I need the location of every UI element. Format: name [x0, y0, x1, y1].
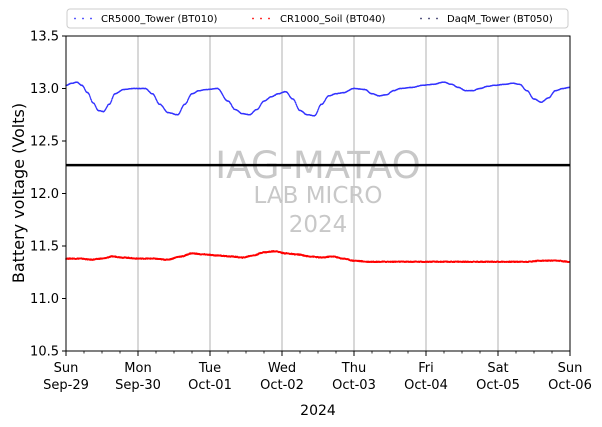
series-point	[112, 95, 114, 97]
x-tick-label-day: Sun	[54, 361, 79, 376]
y-tick-label: 13.0	[30, 82, 59, 97]
legend-entry-daqm: DaqM_Tower (BT050)	[420, 14, 553, 25]
legend-label-daqm: DaqM_Tower (BT050)	[447, 14, 553, 25]
y-tick-label: 12.0	[30, 187, 59, 202]
series-point	[294, 102, 297, 104]
y-tick-label: 12.5	[30, 135, 59, 150]
x-tick-label-date: Sep-29	[43, 378, 89, 393]
y-axis: 10.5 11.0 11.5 12.0 12.5 13.0 13.5	[30, 30, 66, 360]
y-axis-label: Battery voltage (Volts)	[9, 103, 28, 283]
legend-label-cr1000: CR1000_Soil (BT040)	[280, 14, 386, 25]
x-tick-label-date: Oct-02	[260, 378, 304, 393]
legend-entry-cr1000: CR1000_Soil (BT040)	[252, 14, 386, 25]
y-tick-label: 11.5	[30, 240, 59, 255]
legend-entry-cr5000: CR5000_Tower (BT010)	[74, 14, 217, 25]
x-tick-label-day: Tue	[198, 361, 221, 376]
x-tick-label-day: Sun	[558, 361, 583, 376]
series-point	[89, 96, 91, 98]
series-point	[294, 100, 296, 102]
series-point	[88, 94, 91, 96]
watermark-line-3: 2024	[289, 212, 348, 238]
x-axis-label: 2024	[300, 403, 336, 419]
watermark-line-2: LAB MICRO	[254, 183, 383, 209]
x-tick-label-date: Sep-30	[115, 378, 161, 393]
series-1	[65, 81, 571, 117]
x-tick-label-date: Oct-05	[476, 378, 520, 393]
legend: CR5000_Tower (BT010) CR1000_Soil (BT040)…	[66, 8, 569, 29]
x-tick-label-date: Oct-01	[188, 378, 232, 393]
series-point	[186, 100, 189, 103]
series-point	[111, 99, 113, 101]
y-tick-label: 10.5	[30, 345, 59, 360]
x-tick-label-date: Oct-04	[404, 378, 448, 393]
x-gridlines	[137, 36, 499, 351]
legend-label-cr5000: CR5000_Tower (BT010)	[101, 14, 217, 25]
x-tick-label-day: Sat	[487, 361, 508, 376]
x-tick-label-date: Oct-06	[548, 378, 592, 393]
x-tick-label-date: Oct-03	[332, 378, 376, 393]
x-tick-label-day: Wed	[268, 361, 296, 376]
series-layer	[65, 81, 571, 264]
x-axis: Sun Sep-29 Mon Sep-30 Tue Oct-01 Wed Oct-02 Thu O…	[43, 351, 592, 393]
x-tick-label-day: Fri	[418, 361, 434, 376]
x-tick-label-day: Thu	[341, 361, 366, 376]
x-tick-label-day: Mon	[124, 361, 151, 376]
y-tick-label: 13.5	[30, 30, 59, 45]
y-tick-label: 11.0	[30, 292, 59, 307]
series-2	[65, 250, 571, 264]
series-point	[90, 99, 92, 101]
legend-frame	[66, 8, 569, 29]
